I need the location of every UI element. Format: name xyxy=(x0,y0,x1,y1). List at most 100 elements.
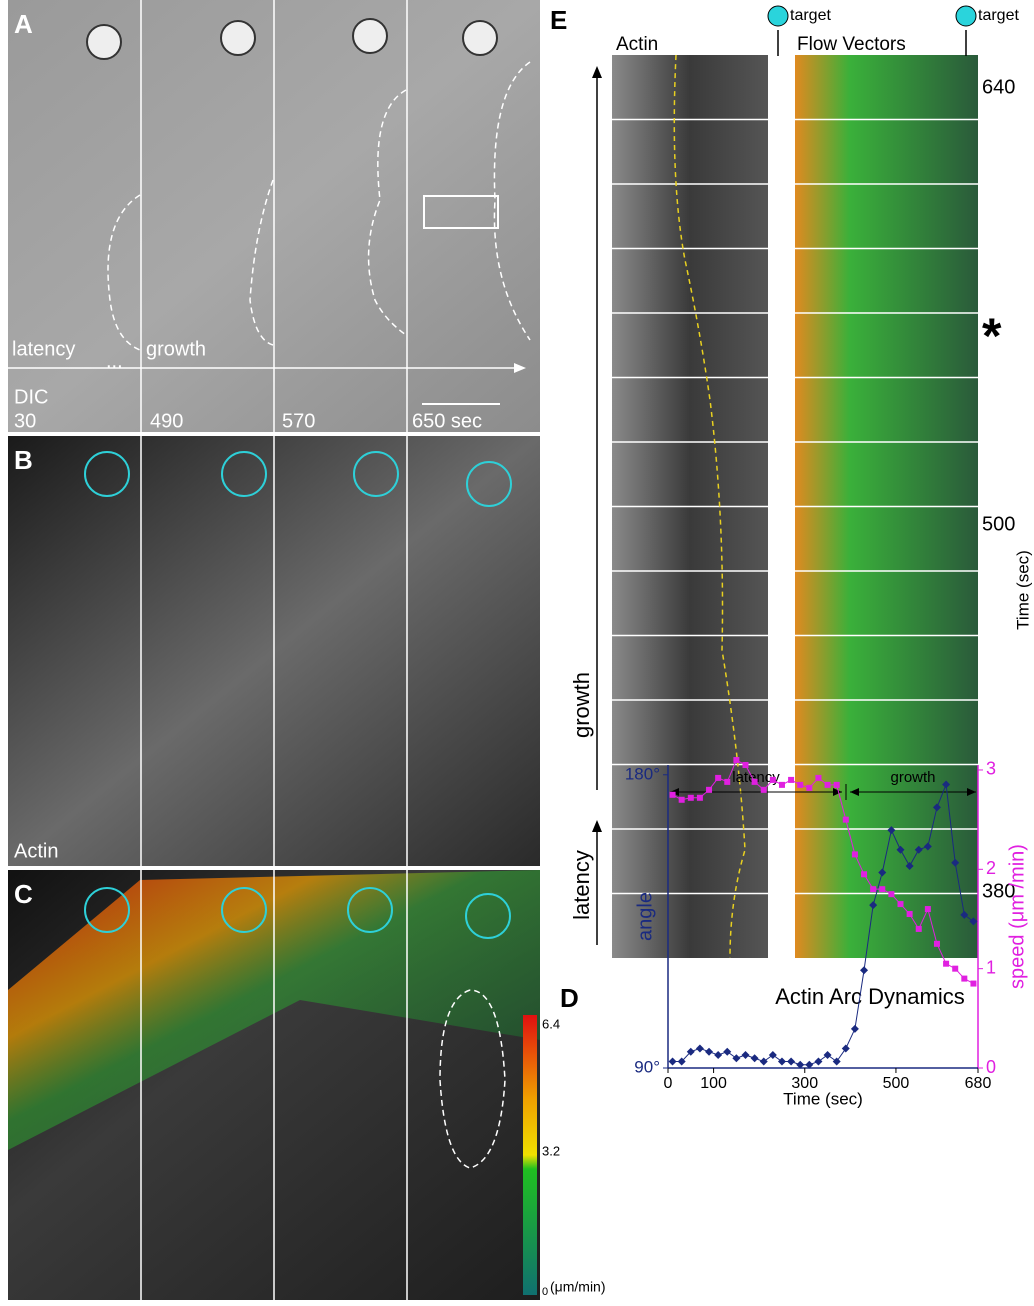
figure: A latency ... growth DIC 30 490 570 650 … xyxy=(0,0,1034,1301)
marker xyxy=(814,1057,822,1065)
panel-e: E target target Actin Flow Vectors 640 *… xyxy=(550,5,1032,958)
time-label: 30 xyxy=(14,410,36,432)
panel-label: B xyxy=(14,445,33,475)
marker xyxy=(787,1057,795,1065)
phase-label: growth xyxy=(146,338,206,360)
marker xyxy=(825,782,831,788)
marker xyxy=(934,941,940,947)
panel-label: D xyxy=(560,983,579,1013)
marker xyxy=(815,775,821,781)
marker xyxy=(688,795,694,801)
marker xyxy=(952,966,958,972)
marker xyxy=(870,886,876,892)
target-label: target xyxy=(790,7,831,24)
target-icon xyxy=(768,6,788,26)
colorbar-tick: 3.2 xyxy=(542,1143,560,1158)
time-label: 570 xyxy=(282,410,315,432)
phase-label: ... xyxy=(106,350,123,372)
phase-label: growth xyxy=(569,672,594,738)
y2-tick-label: 2 xyxy=(986,858,996,878)
y2-tick-label: 1 xyxy=(986,957,996,977)
marker xyxy=(943,961,949,967)
marker xyxy=(760,1057,768,1065)
arrowhead xyxy=(592,820,602,832)
panel-label: C xyxy=(14,879,33,909)
time-label: 640 xyxy=(982,76,1015,98)
y-axis-label: angle xyxy=(634,892,656,941)
marker xyxy=(770,777,776,783)
marker xyxy=(797,782,803,788)
x-tick-label: 0 xyxy=(664,1075,673,1092)
marker xyxy=(724,779,730,785)
y2-axis-label: speed (μm /min) xyxy=(1006,844,1028,989)
marker xyxy=(861,871,867,877)
phase-label: latency xyxy=(569,850,594,920)
marker xyxy=(706,787,712,793)
channel-label: Actin xyxy=(14,840,58,862)
channel-label: DIC xyxy=(14,386,48,408)
column-label: Actin xyxy=(616,34,658,55)
marker xyxy=(779,782,785,788)
marker xyxy=(824,1051,832,1059)
axis-label: Time (sec) xyxy=(1013,550,1032,630)
marker xyxy=(696,1044,704,1052)
y-tick-label: 90° xyxy=(634,1057,660,1076)
y2-tick-label: 3 xyxy=(986,759,996,779)
x-tick-label: 100 xyxy=(700,1075,727,1092)
marker xyxy=(970,981,976,987)
phase-label: growth xyxy=(890,769,935,786)
x-axis-label: Time (sec) xyxy=(783,1089,863,1108)
marker xyxy=(769,1051,777,1059)
marker xyxy=(714,1051,722,1059)
marker xyxy=(761,787,767,793)
marker xyxy=(843,817,849,823)
panel-c: C 6.4 3.2 0 (μm/min) xyxy=(8,870,606,1300)
marker xyxy=(705,1048,713,1056)
target-icon xyxy=(956,6,976,26)
marker xyxy=(752,779,758,785)
colorbar xyxy=(523,1015,537,1295)
x-tick-label: 500 xyxy=(883,1075,910,1092)
marker xyxy=(788,777,794,783)
colorbar-tick: 6.4 xyxy=(542,1016,560,1031)
phase-label: latency xyxy=(12,338,75,360)
marker xyxy=(697,795,703,801)
y-tick-label: 180° xyxy=(625,764,660,783)
marker-label: * xyxy=(982,308,1002,364)
panel-label: E xyxy=(550,5,567,35)
marker xyxy=(925,906,931,912)
marker xyxy=(732,1054,740,1062)
marker xyxy=(723,1048,731,1056)
time-label: 490 xyxy=(150,410,183,432)
marker xyxy=(907,911,913,917)
marker xyxy=(733,757,739,763)
marker xyxy=(670,792,676,798)
panel-label: A xyxy=(14,9,33,39)
column-label: Flow Vectors xyxy=(797,34,906,55)
marker xyxy=(851,1025,859,1033)
x-tick-label: 680 xyxy=(965,1075,992,1092)
marker xyxy=(833,1057,841,1065)
marker xyxy=(778,1057,786,1065)
marker xyxy=(879,886,885,892)
marker xyxy=(715,775,721,781)
time-label: 650 sec xyxy=(412,410,482,432)
arrowhead xyxy=(592,66,602,78)
marker xyxy=(742,1051,750,1059)
marker xyxy=(916,926,922,932)
marker xyxy=(743,762,749,768)
target-label: target xyxy=(978,7,1019,24)
marker xyxy=(961,976,967,982)
marker xyxy=(679,797,685,803)
colorbar-tick: 0 xyxy=(542,1286,548,1298)
marker xyxy=(860,966,868,974)
colorbar-unit: (μm/min) xyxy=(550,1279,606,1295)
marker xyxy=(806,785,812,791)
marker xyxy=(751,1054,759,1062)
marker xyxy=(852,851,858,857)
marker xyxy=(888,891,894,897)
marker xyxy=(842,1044,850,1052)
marker xyxy=(898,901,904,907)
marker xyxy=(834,782,840,788)
chart-title: Actin Arc Dynamics xyxy=(775,984,965,1009)
